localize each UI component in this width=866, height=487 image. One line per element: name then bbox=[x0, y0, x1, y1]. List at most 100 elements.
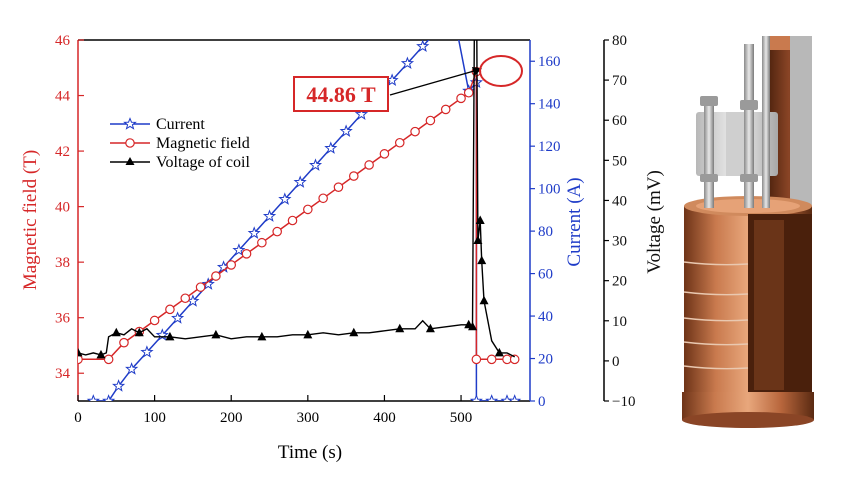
point-magnetic-field bbox=[257, 237, 267, 248]
point-current bbox=[102, 394, 116, 401]
x-tick-label: 100 bbox=[143, 410, 166, 426]
plot-frame bbox=[77, 39, 605, 402]
point-voltage-of-coil bbox=[165, 331, 175, 341]
legend: Current Magnetic field Voltage of coil bbox=[110, 116, 250, 171]
point-voltage-of-coil bbox=[494, 347, 504, 357]
voltage-tick-label: −10 bbox=[612, 394, 635, 410]
current-tick-label: 40 bbox=[538, 309, 553, 325]
point-magnetic-field bbox=[103, 354, 114, 365]
point-magnetic-field bbox=[195, 282, 206, 292]
x-tick-label: 200 bbox=[220, 410, 243, 426]
point-current bbox=[308, 158, 323, 171]
point-magnetic-field bbox=[379, 149, 390, 159]
legend-label-magnetic-field: Magnetic field bbox=[156, 135, 250, 152]
annotation-arrow bbox=[389, 70, 475, 96]
point-magnetic-field bbox=[226, 260, 237, 270]
point-voltage-of-coil bbox=[473, 235, 483, 245]
current-tick-label: 80 bbox=[538, 224, 553, 240]
point-voltage-of-coil bbox=[303, 329, 313, 339]
voltage-tick-label: 0 bbox=[612, 354, 620, 370]
annotation-text: 44.86 T bbox=[306, 82, 376, 107]
point-magnetic-field bbox=[165, 304, 175, 315]
annotation-box bbox=[293, 76, 389, 112]
axis-ticks: 0 100 200 300 400 500343638404244460204060801… bbox=[55, 33, 635, 426]
point-magnetic-field bbox=[272, 226, 282, 237]
left-tick-label: 38 bbox=[55, 255, 70, 271]
rod-right bbox=[762, 36, 770, 208]
point-magnetic-field bbox=[410, 126, 420, 137]
legend-entry-magnetic-field: Magnetic field bbox=[110, 135, 250, 152]
point-current bbox=[324, 141, 338, 154]
x-tick-label: 300 bbox=[297, 410, 320, 426]
point-magnetic-field bbox=[348, 171, 359, 181]
legend-entry-current: Current bbox=[110, 116, 205, 133]
point-current bbox=[278, 192, 292, 205]
x-tick-label: 400 bbox=[373, 410, 396, 426]
point-current bbox=[354, 107, 369, 120]
point-current bbox=[469, 394, 483, 401]
peak-ellipse bbox=[479, 55, 523, 87]
current-tick-label: 120 bbox=[538, 139, 561, 155]
point-current bbox=[400, 56, 415, 69]
point-voltage-of-coil bbox=[111, 327, 121, 337]
point-current bbox=[339, 124, 353, 137]
peak-annotation: 44.86 T bbox=[293, 55, 523, 112]
left-tick-label: 36 bbox=[55, 311, 71, 327]
voltage-tick-label: 70 bbox=[612, 73, 627, 89]
point-magnetic-field bbox=[119, 337, 129, 348]
point-magnetic-field bbox=[287, 215, 298, 226]
point-voltage-of-coil bbox=[468, 321, 478, 331]
point-current bbox=[416, 40, 430, 52]
point-magnetic-field bbox=[180, 293, 191, 304]
voltage-tick-label: 40 bbox=[612, 193, 627, 209]
legend-label-current: Current bbox=[156, 116, 205, 133]
x-tick-label: 0 bbox=[74, 410, 82, 426]
point-current bbox=[433, 24, 444, 34]
point-voltage-of-coil bbox=[96, 349, 106, 359]
left-tick-label: 42 bbox=[55, 144, 70, 160]
voltage-tick-label: 80 bbox=[612, 33, 627, 49]
point-voltage-of-coil bbox=[479, 295, 489, 305]
point-magnetic-field bbox=[318, 193, 328, 204]
point-magnetic-field bbox=[149, 315, 160, 326]
point-voltage-of-coil bbox=[211, 329, 221, 339]
current-tick-label: 60 bbox=[538, 267, 553, 283]
voltage-tick-label: 10 bbox=[612, 314, 627, 330]
point-current bbox=[232, 243, 246, 256]
point-magnetic-field bbox=[440, 104, 451, 115]
legend-entry-voltage: Voltage of coil bbox=[110, 154, 250, 171]
current-tick-label: 0 bbox=[538, 394, 546, 410]
coil-layer-lines bbox=[683, 261, 749, 370]
point-magnetic-field bbox=[486, 354, 497, 365]
point-voltage-of-coil bbox=[349, 327, 359, 337]
current-tick-label: 100 bbox=[538, 182, 561, 198]
left-tick-label: 40 bbox=[55, 200, 70, 216]
point-magnetic-field bbox=[425, 115, 436, 126]
star-marker-icon bbox=[123, 117, 137, 130]
point-current bbox=[293, 175, 307, 188]
right-inner-axis-label: Current (A) bbox=[564, 177, 585, 266]
point-magnetic-field bbox=[463, 87, 474, 98]
point-voltage-of-coil bbox=[134, 327, 144, 337]
point-current bbox=[112, 379, 126, 392]
series-layer bbox=[78, 24, 522, 401]
point-magnetic-field bbox=[303, 204, 313, 215]
series-line-voltage-of-coil bbox=[78, 40, 516, 358]
point-current bbox=[485, 394, 499, 401]
point-voltage-of-coil bbox=[78, 347, 83, 357]
point-current bbox=[201, 277, 215, 290]
left-axis-label: Magnetic field (T) bbox=[20, 150, 41, 290]
point-current bbox=[262, 209, 277, 222]
right-outer-axis-label: Voltage (mV) bbox=[644, 170, 665, 274]
point-magnetic-field bbox=[456, 93, 466, 104]
rod-center bbox=[744, 44, 754, 208]
series-line-magnetic-field bbox=[78, 71, 515, 361]
current-tick-label: 160 bbox=[538, 54, 561, 70]
point-voltage-of-coil bbox=[477, 255, 487, 265]
point-current bbox=[508, 394, 522, 401]
point-voltage-of-coil bbox=[257, 331, 267, 341]
left-tick-label: 44 bbox=[55, 89, 71, 105]
left-tick-label: 46 bbox=[55, 33, 71, 49]
point-voltage-of-coil bbox=[395, 323, 405, 333]
